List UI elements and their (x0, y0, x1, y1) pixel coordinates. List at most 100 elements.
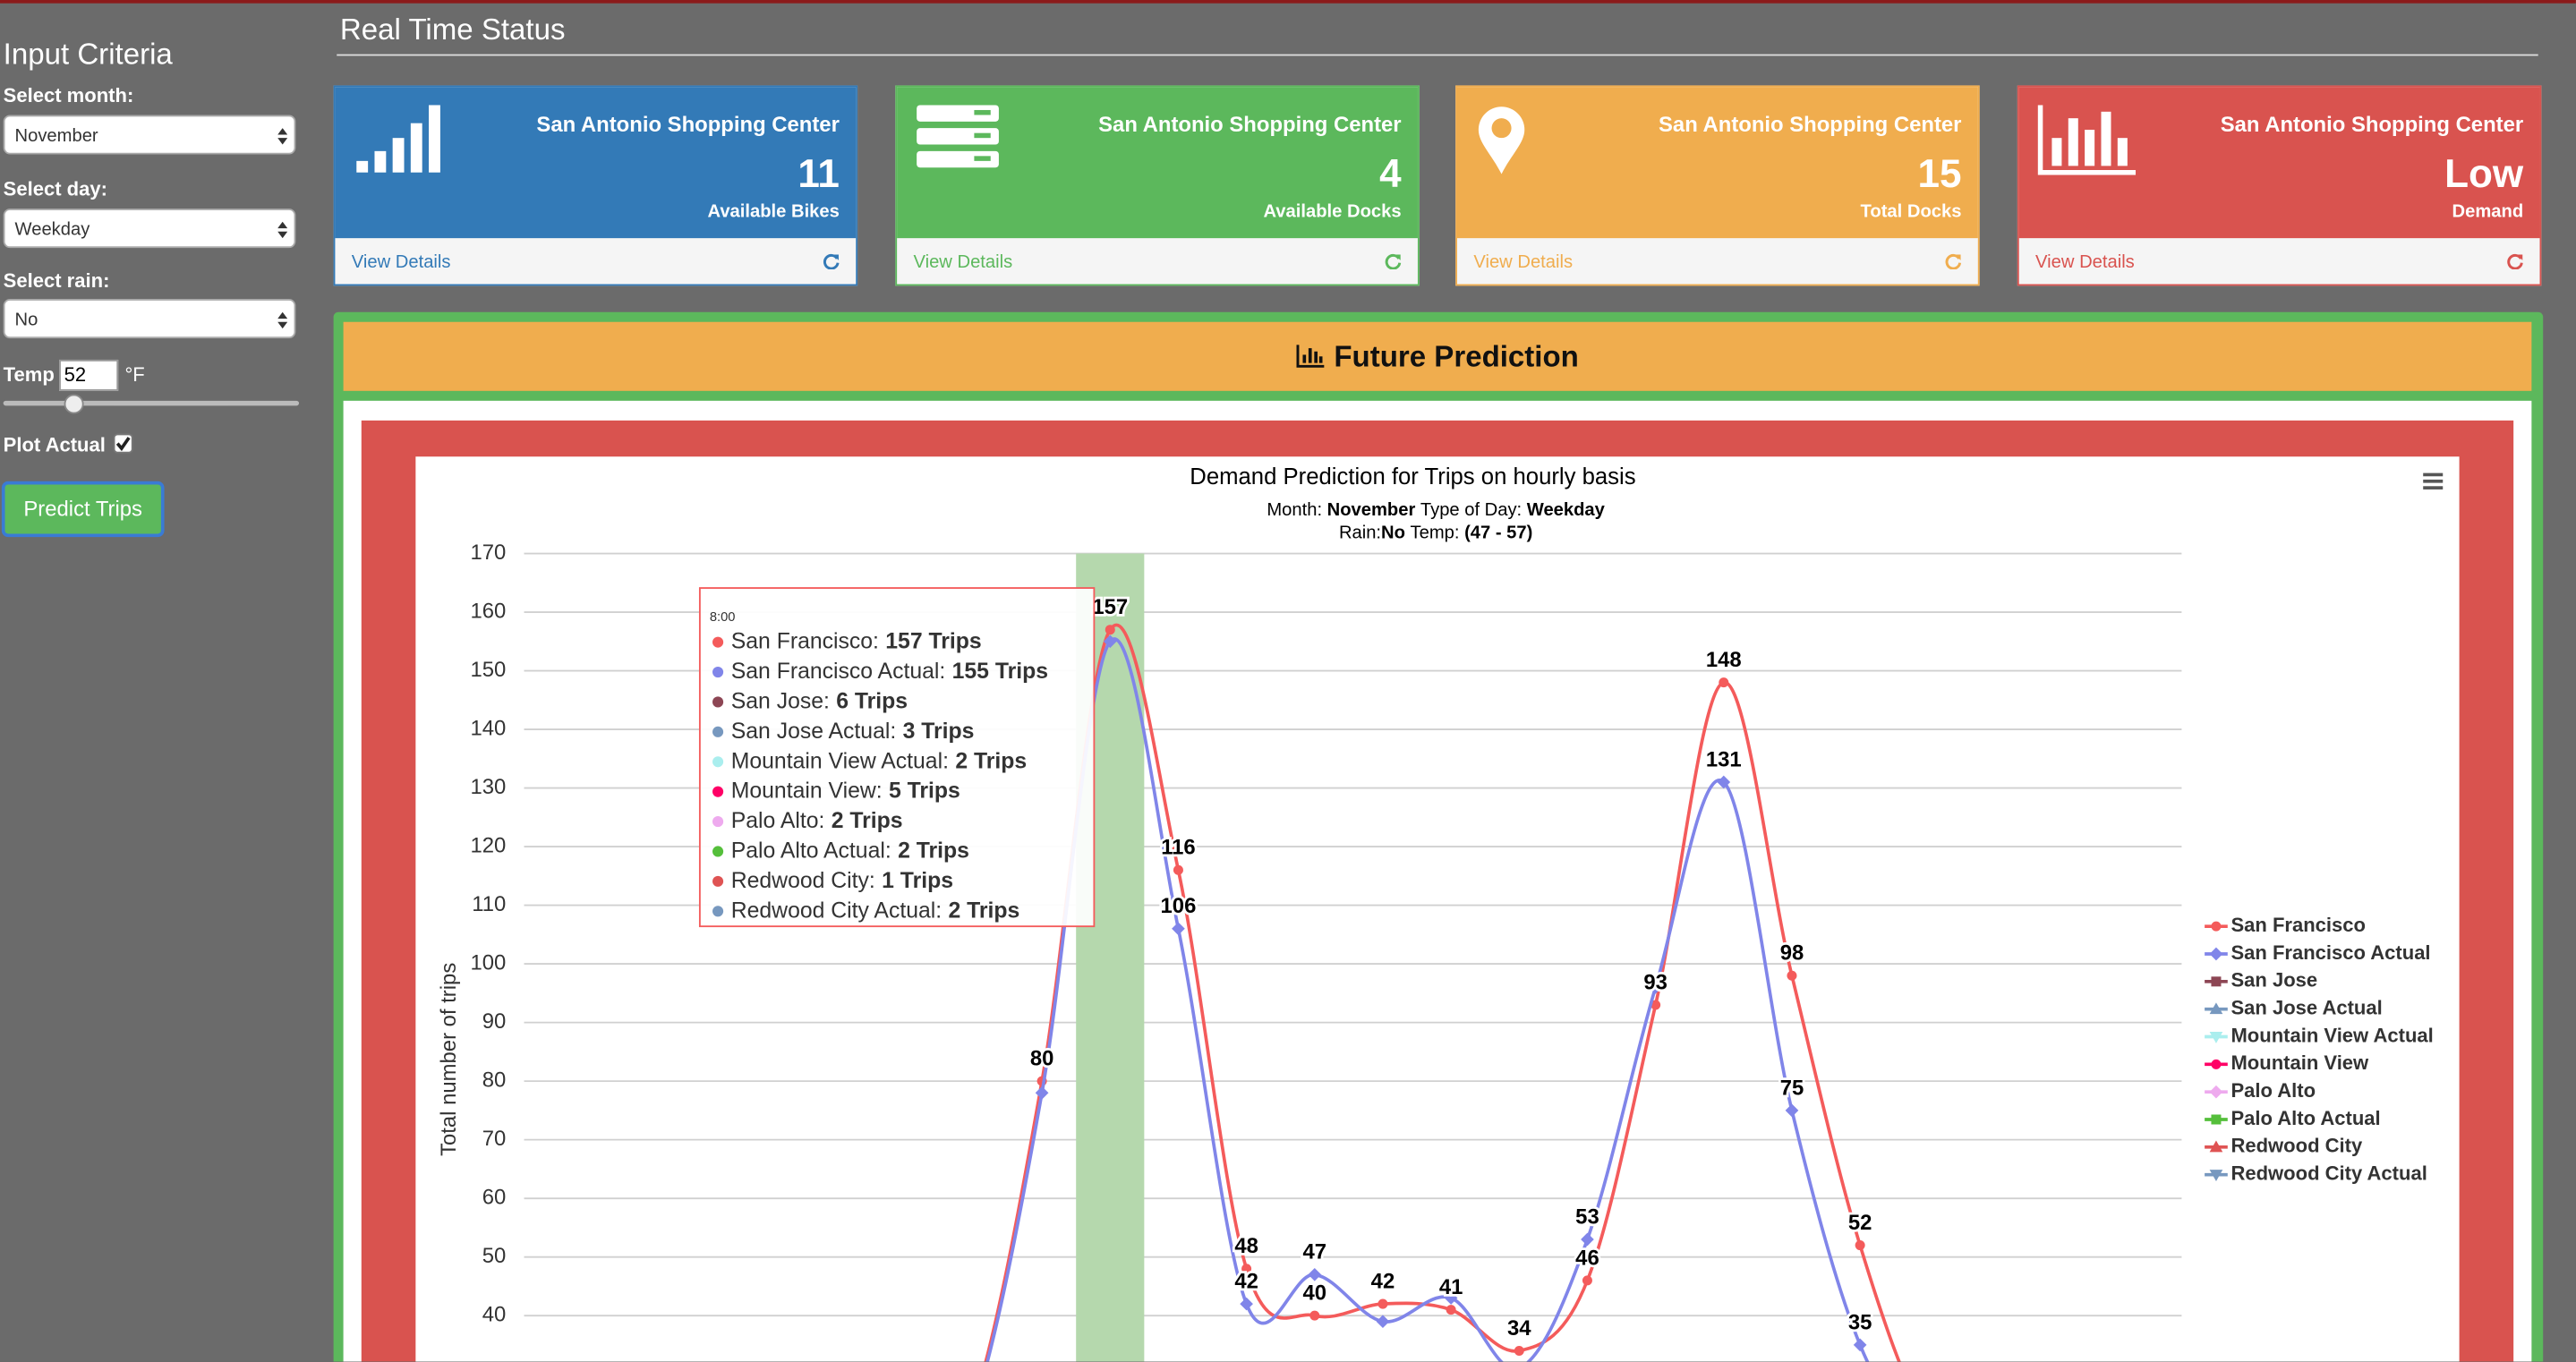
data-point (1035, 1085, 1049, 1100)
data-label: 157 (1092, 595, 1128, 619)
icon (2037, 105, 2137, 175)
day-select[interactable]: Weekday (3, 209, 296, 249)
predict-button[interactable]: Predict Trips (1, 481, 165, 538)
temp-input[interactable]: 52 (59, 359, 119, 391)
card-value: 11 (798, 152, 840, 198)
data-label: 106 (1161, 894, 1197, 918)
legend-label: Redwood City Actual (2231, 1162, 2427, 1184)
data-label: 52 (1848, 1211, 1872, 1235)
rain-select[interactable]: No (3, 299, 296, 339)
legend-item[interactable]: Palo Alto Actual (2205, 1107, 2381, 1129)
legend-marker (2209, 947, 2223, 961)
day-label: Select day: (3, 177, 107, 200)
tooltip-bullet (712, 636, 724, 648)
card-top: San Antonio Shopping Center Low Demand (2018, 87, 2540, 239)
plot-actual-checkbox[interactable] (113, 433, 133, 454)
tooltip-series: Mountain View: (731, 779, 883, 803)
refresh-head (1395, 254, 1401, 260)
data-label: 34 (1507, 1316, 1531, 1341)
y-tick-label: 130 (470, 775, 506, 799)
panel-icon (1296, 345, 1325, 368)
y-tick-label: 100 (470, 950, 506, 975)
refresh-arc (2507, 253, 2523, 270)
legend-marker (2211, 976, 2222, 987)
tooltip-series: San Francisco Actual: (731, 660, 946, 684)
data-label: 75 (1780, 1076, 1804, 1100)
chart-title: Demand Prediction for Trips on hourly ba… (1190, 464, 1635, 489)
card-label: Total Docks (1860, 201, 1962, 222)
y-tick-label: 140 (470, 716, 506, 740)
icon (356, 105, 440, 173)
card-title: San Antonio Shopping Center (1659, 111, 1962, 137)
card-label: Demand (2452, 201, 2524, 222)
legend-item[interactable]: San Francisco Actual (2205, 941, 2431, 964)
icon (917, 105, 999, 168)
tooltip-series: San Francisco: (731, 629, 879, 653)
refresh-arc (1385, 253, 1402, 270)
tooltip-bullet (712, 666, 724, 678)
subtitle-text: Rain: (1339, 524, 1381, 543)
tooltip-value: 2 Trips (898, 838, 969, 863)
tooltip-series: Redwood City: (731, 868, 875, 892)
day-value: Weekday (14, 219, 90, 240)
y-tick-label: 170 (470, 541, 506, 565)
subtitle-text: Month: (1267, 500, 1322, 520)
tooltip-value: 157 Trips (885, 629, 981, 653)
y-tick-label: 60 (482, 1185, 507, 1209)
legend-item[interactable]: San Jose Actual (2205, 996, 2383, 1018)
y-tick-label: 150 (470, 658, 506, 682)
tooltip-bullet (712, 786, 724, 797)
view-details-link[interactable]: View Details (351, 252, 451, 273)
tooltip-value: 6 Trips (836, 689, 908, 713)
data-point (1376, 1315, 1390, 1329)
data-point (1785, 1103, 1799, 1118)
view-details-link[interactable]: View Details (1473, 252, 1574, 273)
legend-item[interactable]: Redwood City (2205, 1135, 2363, 1157)
data-label: 148 (1706, 648, 1742, 672)
temp-slider-thumb[interactable] (64, 394, 84, 414)
subtitle-text: Type of Day: (1420, 500, 1522, 520)
rain-label: Select rain: (3, 269, 110, 293)
view-details-link[interactable]: View Details (2035, 252, 2135, 273)
tooltip-series: Mountain View Actual: (731, 749, 949, 773)
tooltip-series: Palo Alto Actual: (731, 838, 891, 863)
tooltip-row: San Jose: 6 Trips (731, 689, 908, 713)
status-card: San Antonio Shopping Center 4 Available Do… (895, 85, 1420, 286)
legend-item[interactable]: Mountain View (2205, 1051, 2369, 1074)
header-title: Real Time Status (339, 13, 566, 47)
card-icon (1475, 102, 1567, 189)
refresh-arc (823, 253, 840, 270)
tooltip-bullet (712, 696, 724, 708)
month-select[interactable]: November (3, 115, 296, 155)
card-icon (915, 102, 1007, 189)
refresh-icon[interactable] (1945, 253, 1962, 270)
data-label: 42 (1371, 1270, 1395, 1294)
data-point (1378, 1298, 1388, 1309)
legend-item[interactable]: Palo Alto (2205, 1079, 2316, 1102)
legend-item[interactable]: Mountain View Actual (2205, 1024, 2434, 1046)
refresh-icon[interactable] (2507, 253, 2523, 270)
temp-slider-track (3, 400, 300, 406)
data-label: 40 (1303, 1281, 1327, 1306)
chart-menu[interactable] (2423, 472, 2444, 489)
legend-label: Redwood City (2231, 1135, 2363, 1157)
legend-item[interactable]: San Francisco (2205, 914, 2366, 936)
card-icon (2037, 102, 2139, 189)
data-label: 53 (1575, 1205, 1599, 1229)
data-point (1240, 1297, 1253, 1311)
data-point (1719, 677, 1729, 688)
refresh-icon[interactable] (823, 253, 840, 270)
legend-item[interactable]: San Jose (2205, 969, 2317, 992)
data-point (1787, 970, 1797, 981)
refresh-icon[interactable] (1385, 253, 1402, 270)
legend-label: San Jose (2231, 969, 2317, 992)
view-details-link[interactable]: View Details (913, 252, 1013, 273)
legend-item[interactable]: Redwood City Actual (2205, 1162, 2427, 1184)
sidebar-title: Input Criteria (3, 38, 173, 71)
data-label: 48 (1234, 1234, 1258, 1258)
data-label: 42 (1234, 1270, 1258, 1294)
